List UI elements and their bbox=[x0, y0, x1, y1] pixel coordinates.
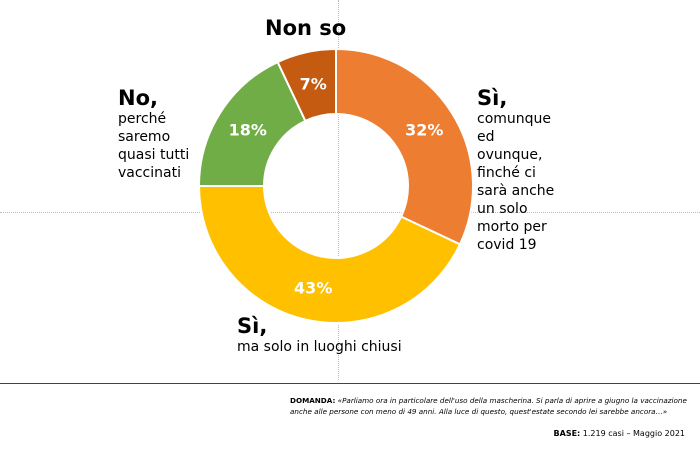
category-no-line: vaccinati bbox=[118, 165, 181, 181]
slice-value-label: 32% bbox=[405, 121, 443, 140]
slice-value-label: 43% bbox=[294, 278, 332, 297]
category-no-line: saremo bbox=[118, 129, 171, 145]
category-no: No, perché saremo quasi tutti vaccinati bbox=[118, 86, 208, 182]
category-no-head: No, bbox=[118, 86, 158, 110]
question-text: «Parliamo ora in particolare dell'uso de… bbox=[290, 396, 687, 416]
category-no-line: perché bbox=[118, 111, 167, 127]
category-si-ovunque-line: sarà anche bbox=[477, 183, 555, 199]
category-si-chiusi-line: ma solo in luoghi chiusi bbox=[237, 339, 402, 355]
category-si-ovunque-line: morto per bbox=[477, 219, 547, 235]
category-no-line: quasi tutti bbox=[118, 147, 190, 163]
footer-divider bbox=[0, 383, 700, 384]
donut-slice bbox=[197, 185, 462, 324]
category-non-so: Non so bbox=[265, 16, 346, 40]
category-si-ovunque-line: finché ci bbox=[477, 165, 536, 181]
base-label: BASE: bbox=[553, 429, 581, 438]
category-si-chiusi-head: Sì, bbox=[237, 314, 268, 338]
donut-slice bbox=[276, 47, 337, 123]
category-si-ovunque-head: Sì, bbox=[477, 86, 508, 110]
category-non-so-head: Non so bbox=[265, 16, 347, 40]
category-si-ovunque-line: ovunque, bbox=[477, 147, 543, 163]
category-si-ovunque-line: ed bbox=[477, 129, 495, 145]
footer-base: BASE: 1.219 casi – Maggio 2021 bbox=[554, 429, 685, 438]
category-si-ovunque: Sì, comunque ed ovunque, finché ci sarà … bbox=[477, 86, 577, 254]
category-si-ovunque-line: un solo bbox=[477, 201, 528, 217]
guide-line-horizontal bbox=[0, 212, 700, 213]
slice-value-label: 18% bbox=[229, 121, 267, 140]
footer-question: DOMANDA: «Parliamo ora in particolare de… bbox=[290, 395, 690, 417]
question-label: DOMANDA: bbox=[290, 396, 336, 405]
category-si-ovunque-line: covid 19 bbox=[477, 237, 537, 253]
category-si-chiusi: Sì, ma solo in luoghi chiusi bbox=[237, 314, 402, 356]
category-si-ovunque-line: comunque bbox=[477, 111, 552, 127]
slice-value-label: 7% bbox=[300, 75, 327, 94]
donut-slice bbox=[335, 47, 474, 246]
base-text: 1.219 casi – Maggio 2021 bbox=[582, 429, 685, 438]
guide-line-vertical bbox=[338, 0, 339, 380]
